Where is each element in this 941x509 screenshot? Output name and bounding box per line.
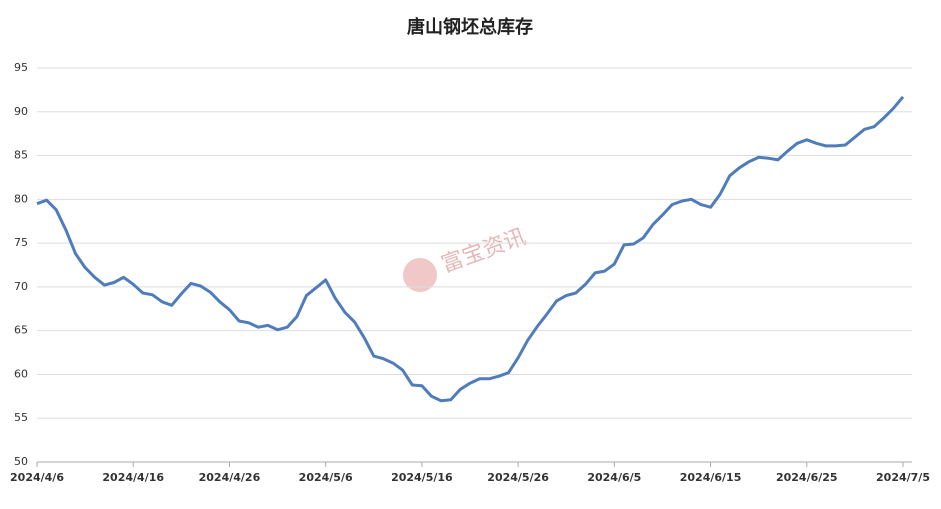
x-tick-label: 2024/4/16 xyxy=(102,471,164,484)
watermark-group: 富宝资讯 xyxy=(403,224,529,292)
x-tick-label: 2024/6/5 xyxy=(587,471,641,484)
line xyxy=(36,95,905,403)
y-tick-label: 80 xyxy=(14,192,28,205)
x-tick-label: 2024/4/26 xyxy=(199,471,261,484)
x-tick-label: 2024/4/6 xyxy=(10,471,64,484)
x-tick-label: 2024/5/26 xyxy=(487,471,549,484)
y-tick-label: 75 xyxy=(14,236,28,249)
y-tick-label: 85 xyxy=(14,149,28,162)
y-tick-label: 90 xyxy=(14,105,28,118)
x-tick-label: 2024/7/5 xyxy=(876,471,930,484)
watermark-logo xyxy=(403,258,437,292)
y-tick-label: 95 xyxy=(14,61,28,74)
y-tick-label: 70 xyxy=(14,280,28,293)
y-tick-label: 65 xyxy=(14,324,28,337)
watermark: 富宝资讯 xyxy=(438,224,529,278)
y-tick-label: 60 xyxy=(14,367,28,380)
y-tick-label: 50 xyxy=(14,455,28,468)
x-tick-label: 2024/5/6 xyxy=(299,471,353,484)
x-tick-label: 2024/6/15 xyxy=(680,471,742,484)
x-tick-label: 2024/5/16 xyxy=(391,471,453,484)
chart-title: 唐山钢坯总库存 xyxy=(407,16,533,38)
x-tick-label: 2024/6/25 xyxy=(776,471,838,484)
y-tick-label: 55 xyxy=(14,411,28,424)
